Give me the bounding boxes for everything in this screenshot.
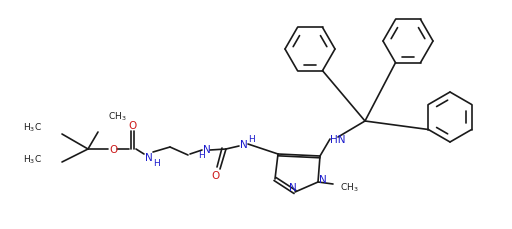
Text: H: H [153, 159, 159, 168]
Text: N: N [319, 174, 327, 184]
Text: H: H [248, 134, 254, 143]
Text: N: N [203, 144, 211, 154]
Text: H$_3$C: H$_3$C [23, 121, 42, 134]
Text: H$_3$C: H$_3$C [23, 153, 42, 166]
Text: O: O [211, 170, 219, 180]
Text: H: H [198, 151, 204, 160]
Text: N: N [240, 139, 248, 149]
Text: N: N [145, 152, 153, 162]
Text: HN: HN [330, 134, 346, 144]
Text: O: O [128, 120, 136, 131]
Text: O: O [109, 144, 117, 154]
Text: CH$_3$: CH$_3$ [340, 181, 358, 194]
Text: N: N [289, 182, 297, 192]
Text: CH$_3$: CH$_3$ [108, 110, 126, 123]
